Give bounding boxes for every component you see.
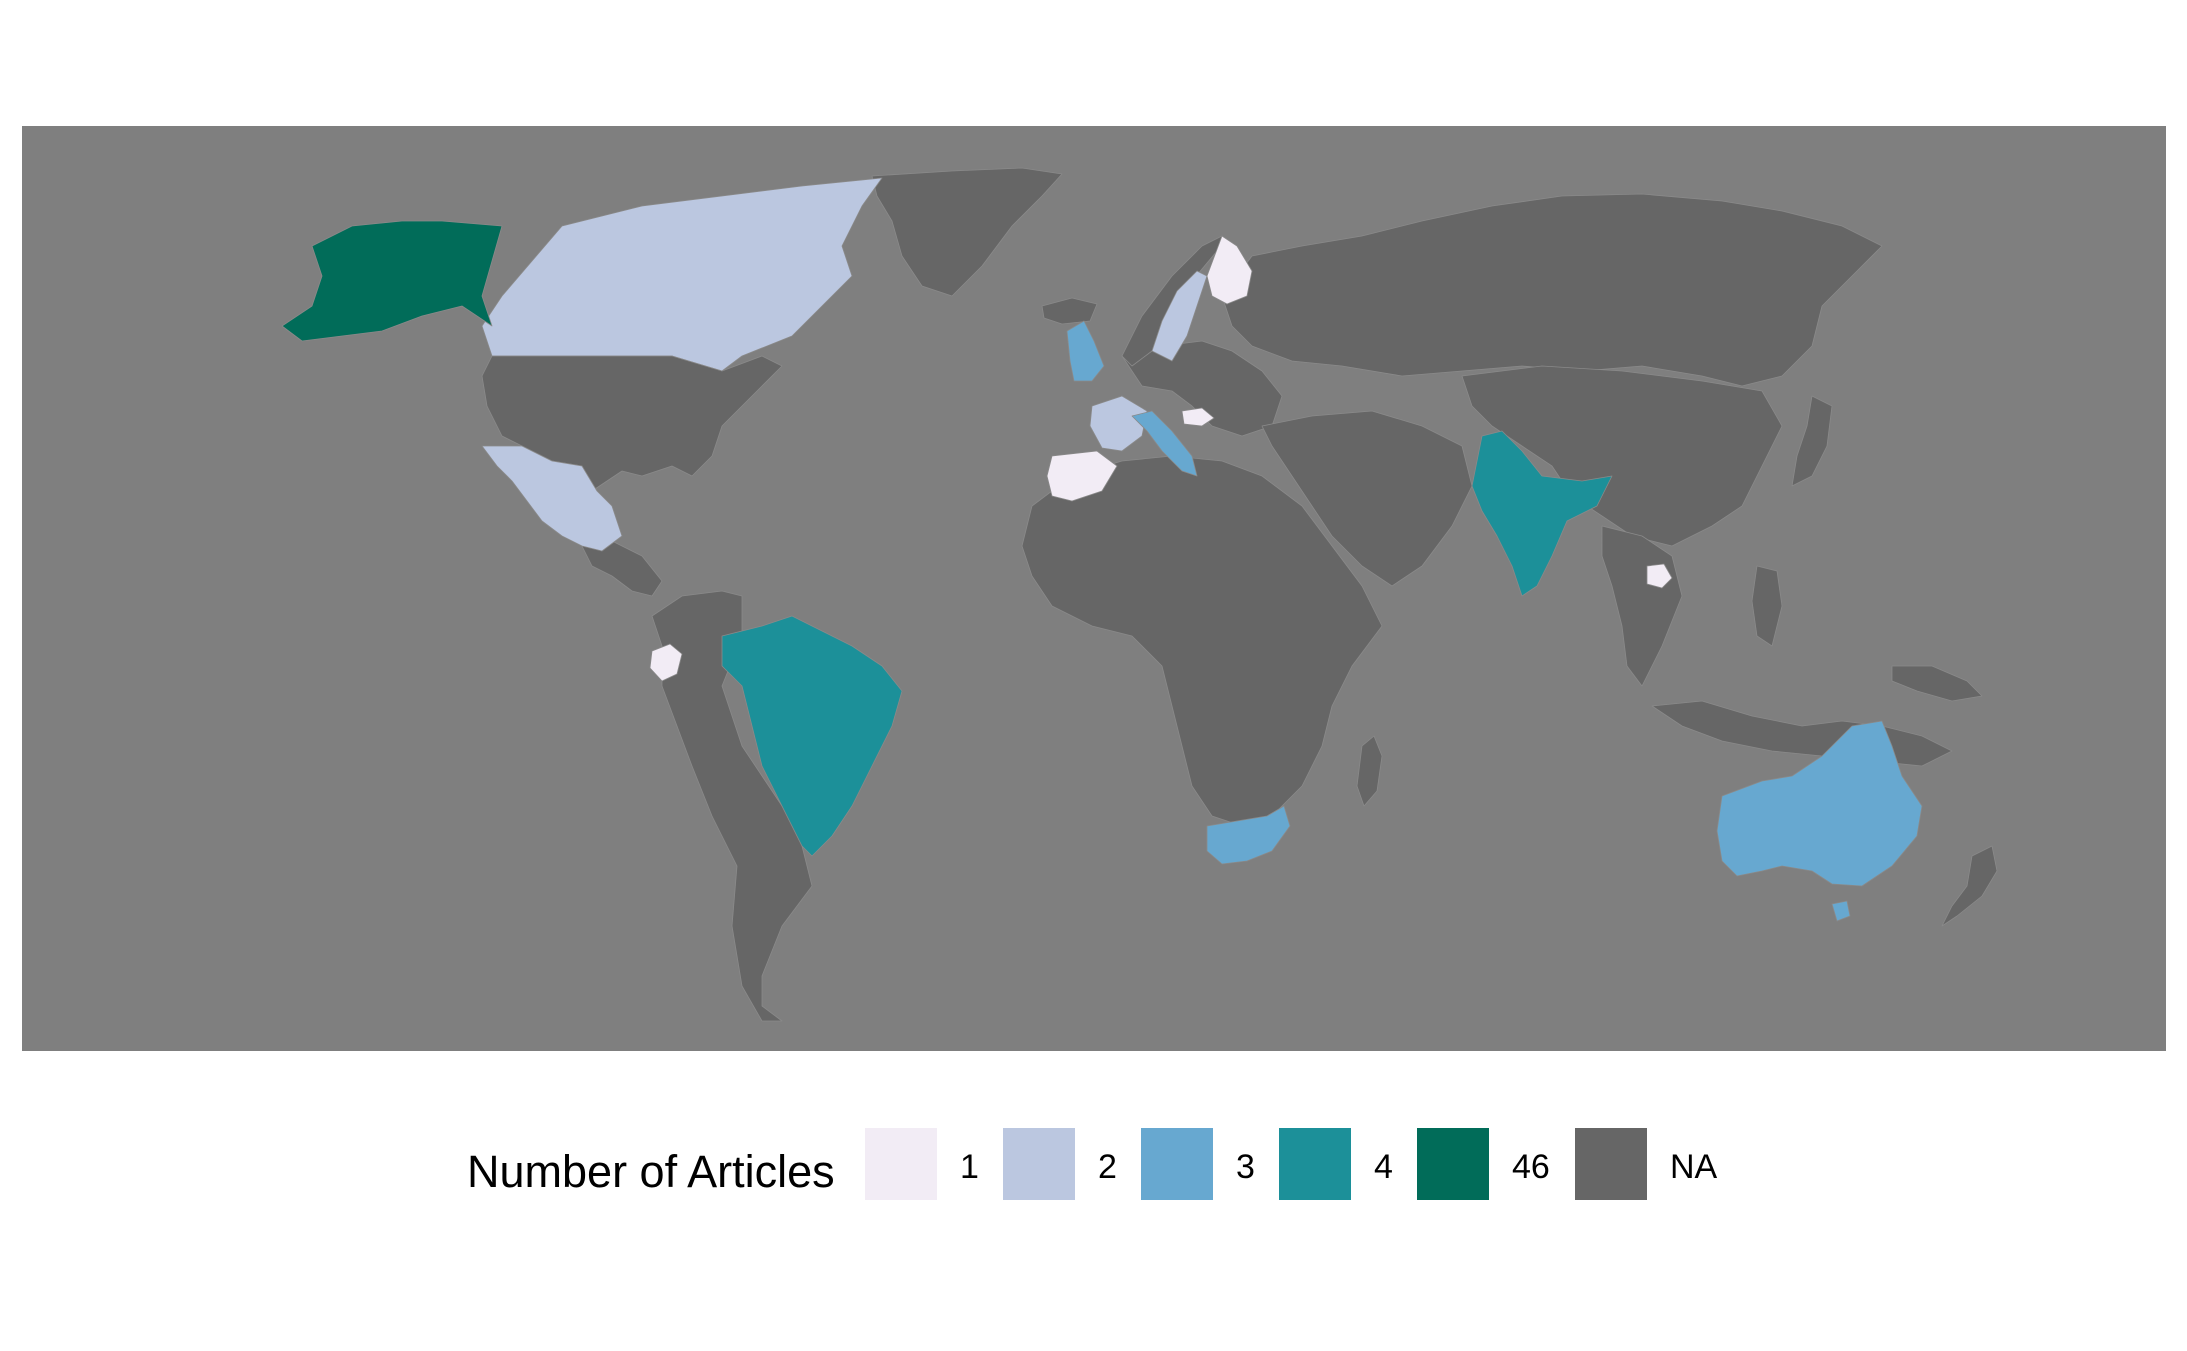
country-spain (1046, 450, 1118, 502)
legend-key-na (1575, 1128, 1647, 1200)
world-map (281, 167, 1998, 1022)
country-canada (481, 177, 883, 372)
map-panel (22, 126, 2166, 1051)
legend-key-2 (1003, 1128, 1075, 1200)
legend-label-4: 4 (1374, 1148, 1393, 1186)
country-central-america (581, 540, 663, 597)
legend-label-1: 1 (960, 1148, 979, 1186)
country-japan (1791, 395, 1833, 487)
country-greenland (871, 167, 1063, 297)
country-south-america (651, 590, 813, 1022)
country-cambodia (1646, 563, 1673, 589)
country-indonesia (1651, 700, 1953, 767)
legend-label-3: 3 (1236, 1148, 1255, 1186)
country-africa (1021, 455, 1383, 827)
country-iceland (1041, 297, 1098, 325)
country-russia (1221, 193, 1883, 387)
legend-key-4 (1279, 1128, 1351, 1200)
country-philippines (1751, 565, 1783, 647)
country-middle-east (1261, 410, 1473, 587)
country-india (1471, 430, 1613, 597)
legend-label-na: NA (1670, 1148, 1718, 1186)
country-china (1461, 365, 1783, 547)
country-central-europe (1121, 340, 1283, 437)
country-australia-tasmania (1831, 900, 1851, 922)
country-hungary (1181, 407, 1215, 427)
country-madagascar (1356, 735, 1383, 807)
country-united-kingdom (1066, 320, 1105, 382)
country-australia (1716, 720, 1923, 887)
legend-label-2: 2 (1098, 1148, 1117, 1186)
country-finland (1206, 235, 1253, 305)
country-italy (1131, 410, 1198, 477)
country-brazil (721, 615, 903, 857)
country-south-africa (1206, 805, 1291, 865)
legend-label-46: 46 (1512, 1148, 1550, 1186)
country-southeast-asia (1601, 525, 1683, 687)
country-mexico (481, 445, 623, 552)
country-usa (481, 355, 783, 492)
country-ecuador (649, 643, 683, 682)
country-papua-new-guinea (1891, 665, 1983, 702)
country-usa-alaska (281, 220, 503, 342)
country-new-zealand (1941, 845, 1998, 927)
legend-key-1 (865, 1128, 937, 1200)
legend-key-46 (1417, 1128, 1489, 1200)
country-france (1089, 395, 1148, 452)
legend-key-3 (1141, 1128, 1213, 1200)
legend: Number of Articles 1 2 3 4 46 NA (0, 1128, 2187, 1204)
legend-title: Number of Articles (467, 1146, 835, 1197)
